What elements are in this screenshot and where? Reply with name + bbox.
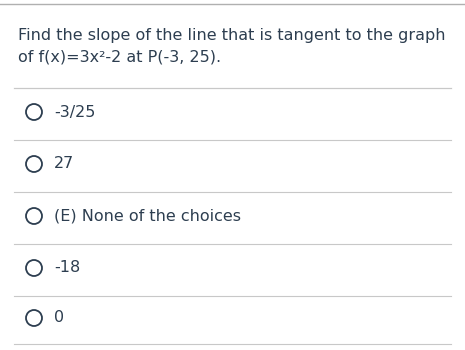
Text: 0: 0 bbox=[54, 310, 64, 326]
Text: of f(x)=3x²-2 at P(-3, 25).: of f(x)=3x²-2 at P(-3, 25). bbox=[18, 50, 221, 65]
Text: (E) None of the choices: (E) None of the choices bbox=[54, 209, 241, 224]
Text: -3/25: -3/25 bbox=[54, 105, 95, 119]
Text: Find the slope of the line that is tangent to the graph: Find the slope of the line that is tange… bbox=[18, 28, 445, 43]
Text: 27: 27 bbox=[54, 156, 74, 172]
Text: -18: -18 bbox=[54, 260, 80, 275]
